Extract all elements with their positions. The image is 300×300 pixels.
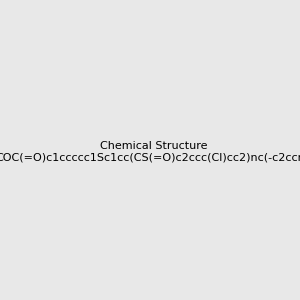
Text: Chemical Structure
COC(=O)c1ccccc1Sc1cc(CS(=O)c2ccc(Cl)cc2)nc(-c2ccnc: Chemical Structure COC(=O)c1ccccc1Sc1cc(…: [0, 141, 300, 162]
